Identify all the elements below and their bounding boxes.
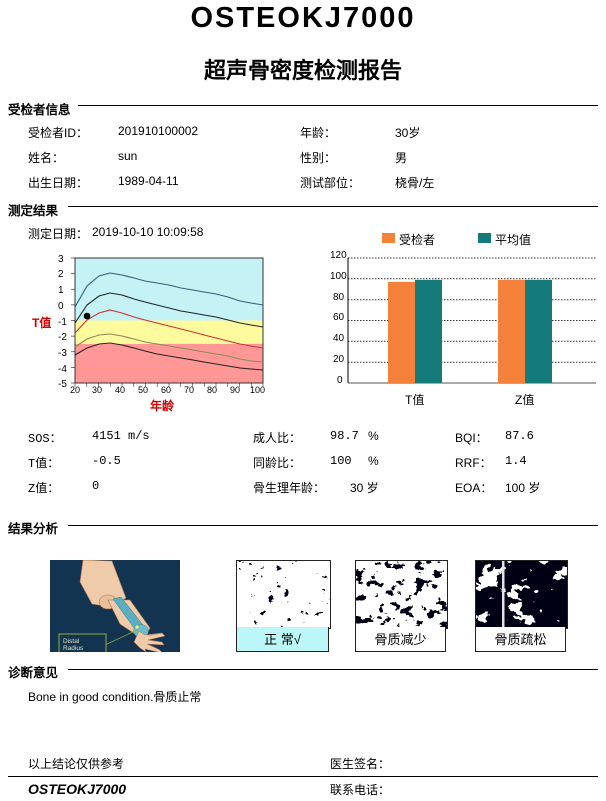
svg-text:Radius: Radius	[63, 645, 84, 652]
svg-text:Distal: Distal	[63, 638, 80, 645]
